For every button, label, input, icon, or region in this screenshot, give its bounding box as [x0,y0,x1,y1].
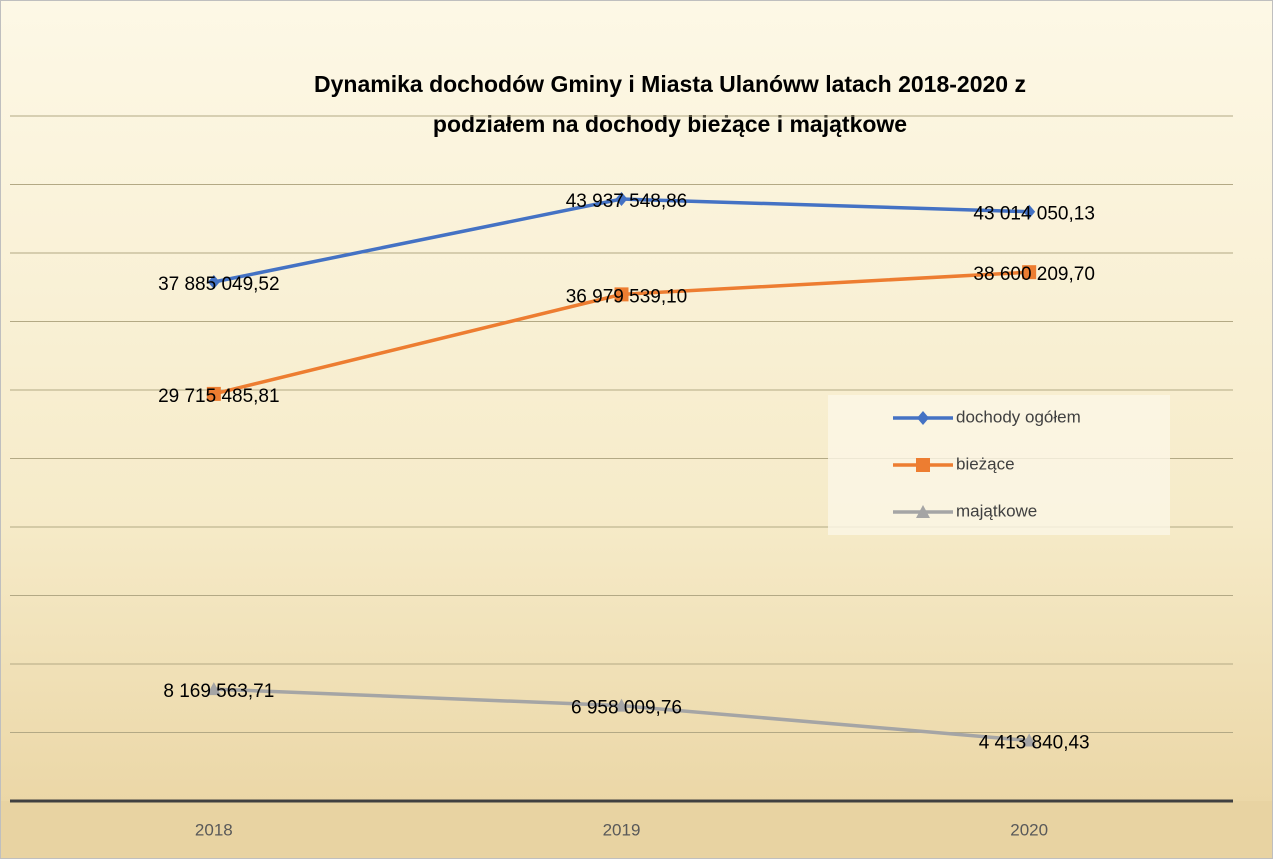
chart-title: Dynamika dochodów Gminy i Miasta Ulanóww… [314,71,1026,97]
data-label: 43 937 548,86 [566,191,688,212]
legend-label: bieżące [956,454,1015,473]
marker [207,274,220,289]
marker [1023,204,1036,219]
legend-label: majątkowe [956,501,1037,520]
marker [916,458,930,472]
chart-title: podziałem na dochody bieżące i majątkowe [433,111,907,137]
data-label: 36 979 539,10 [566,286,688,307]
marker [615,192,628,207]
data-label: 6 958 009,76 [571,698,682,719]
data-label: 8 169 563,71 [163,681,274,702]
x-tick-label: 2020 [1010,820,1048,839]
x-tick-label: 2018 [195,820,233,839]
marker [206,386,221,401]
data-label: 43 014 050,13 [973,204,1095,225]
x-tick-label: 2019 [603,820,641,839]
data-label: 4 413 840,43 [979,733,1090,754]
data-label: 37 885 049,52 [158,274,280,295]
data-label: 38 600 209,70 [973,264,1095,285]
legend-box [828,395,1170,535]
legend-label: dochody ogółem [956,407,1081,426]
marker [917,411,929,425]
marker [916,505,930,518]
marker [614,287,629,302]
data-label: 29 715 485,81 [158,386,280,407]
axis-band [1,801,1272,858]
marker [1022,265,1037,280]
marker [614,698,629,712]
marker [206,682,221,696]
marker [1022,733,1037,747]
